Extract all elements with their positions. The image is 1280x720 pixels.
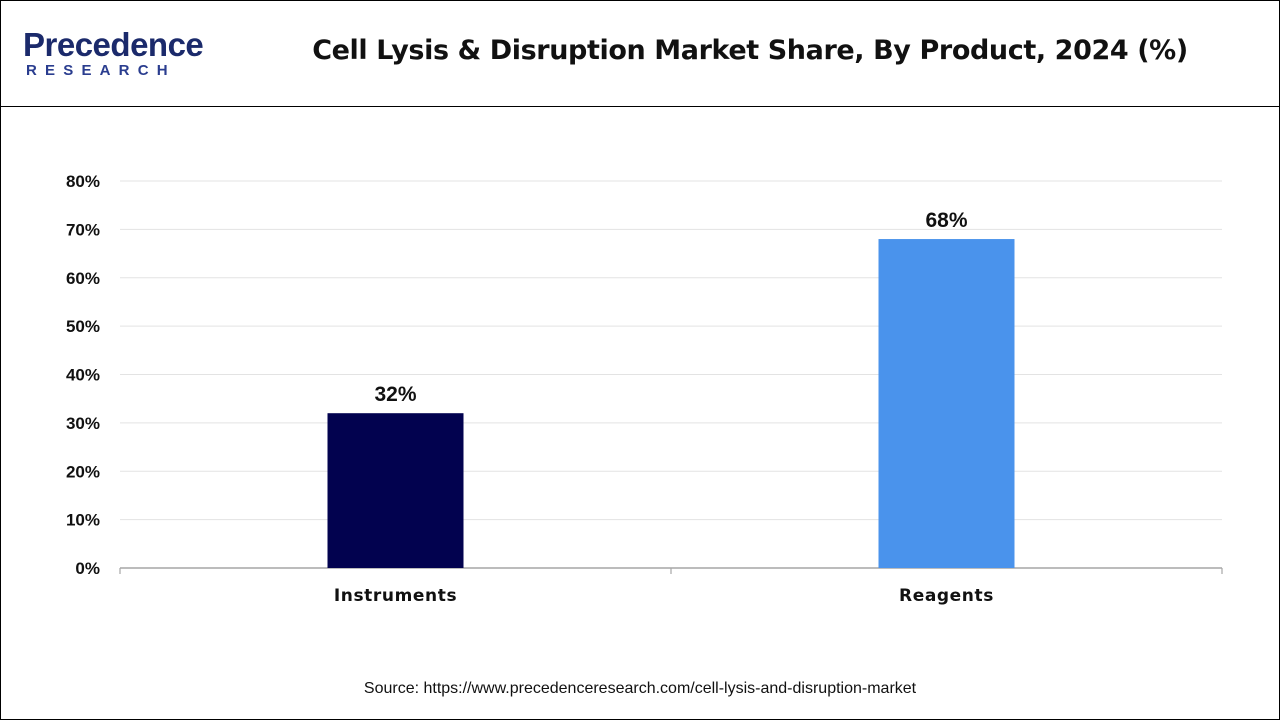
logo-wordmark: Precedence [23,26,204,63]
header: Precedence RESEARCH Cell Lysis & Disrupt… [1,1,1279,107]
y-tick-label: 30% [66,414,100,433]
logo-subtitle: RESEARCH [26,62,176,79]
source-citation: Source: https://www.precedenceresearch.c… [363,680,917,697]
data-label-reagents: 68% [925,209,967,232]
data-label-instruments: 32% [374,383,416,406]
y-tick-label: 10% [66,511,100,530]
y-tick-label: 80% [66,172,100,191]
y-tick-label: 40% [66,366,100,385]
y-tick-label: 50% [66,317,100,336]
x-tick-label-instruments: Instruments [334,586,457,606]
y-tick-label: 20% [66,462,100,481]
precedence-research-logo: Precedence RESEARCH [23,27,223,83]
bar-instruments [327,413,464,568]
x-tick-label-reagents: Reagents [899,586,994,606]
bar-chart: 0% 10% 20% 30% 40% 50% 60% 70% 80% 32% Instruments… [66,172,1223,606]
chart-title: Cell Lysis & Disruption Market Share, By… [312,35,1188,66]
bar-reagents [878,239,1015,569]
y-tick-label: 0% [75,559,100,578]
y-tick-label: 70% [66,220,100,239]
y-tick-label: 60% [66,269,100,288]
